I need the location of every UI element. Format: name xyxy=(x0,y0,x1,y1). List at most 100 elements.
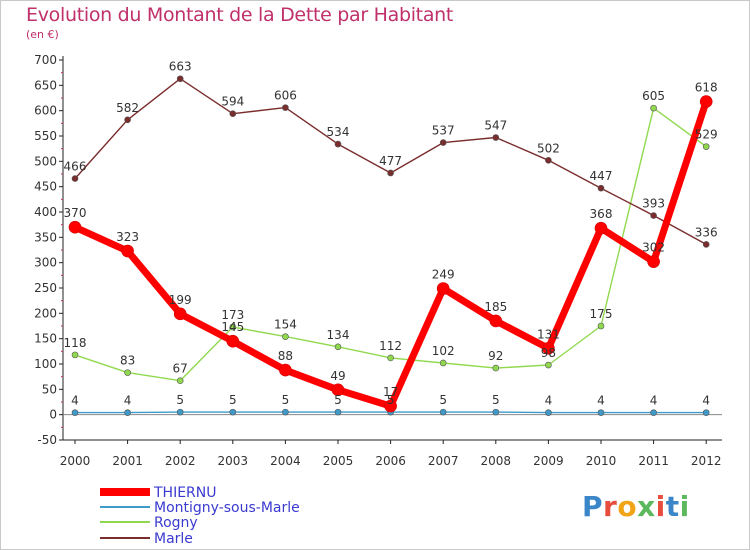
data-point xyxy=(121,244,134,258)
data-label: 4 xyxy=(71,394,79,408)
data-label: 537 xyxy=(432,124,455,138)
y-tick-label: 150 xyxy=(34,332,57,346)
y-tick-label: 450 xyxy=(34,180,57,194)
logo-letter: x xyxy=(637,490,656,523)
y-tick-label: -50 xyxy=(37,433,57,447)
y-tick-label: 400 xyxy=(34,205,57,219)
y-tick-label: 500 xyxy=(34,154,57,168)
data-label: 173 xyxy=(221,308,244,322)
x-tick-label: 2000 xyxy=(60,454,91,468)
legend-label: THIERNU xyxy=(153,485,217,501)
data-label: 185 xyxy=(484,300,507,314)
data-point xyxy=(334,408,342,416)
data-point xyxy=(282,333,289,340)
data-point xyxy=(492,134,500,141)
x-tick-label: 2008 xyxy=(481,454,512,468)
data-point xyxy=(334,343,342,351)
y-tick-label: 600 xyxy=(34,104,57,118)
data-label: 502 xyxy=(537,141,560,155)
x-tick-label: 2010 xyxy=(586,454,617,468)
logo-letter: r xyxy=(603,490,618,523)
data-point xyxy=(387,169,394,177)
data-point xyxy=(647,255,660,268)
proxiti-logo: Proxiti xyxy=(582,490,690,523)
data-label: 112 xyxy=(379,339,402,353)
data-label: 4 xyxy=(650,394,658,408)
data-label: 529 xyxy=(695,128,718,142)
data-label: 5 xyxy=(176,393,184,407)
x-tick-label: 2002 xyxy=(165,454,196,468)
data-label: 83 xyxy=(120,354,135,368)
data-point xyxy=(334,140,342,148)
data-label: 4 xyxy=(702,394,710,408)
data-point xyxy=(597,409,605,416)
data-label: 4 xyxy=(124,394,132,408)
data-label: 175 xyxy=(590,307,613,321)
x-tick-label: 2006 xyxy=(375,454,406,468)
data-label: 4 xyxy=(545,394,553,408)
y-tick-label: 650 xyxy=(34,78,57,92)
data-label: 547 xyxy=(484,119,507,133)
data-point xyxy=(439,139,447,146)
data-point xyxy=(650,104,657,112)
data-point xyxy=(702,409,710,416)
data-point xyxy=(597,184,605,192)
chart-title: Evolution du Montant de la Dette par Hab… xyxy=(26,4,454,26)
logo-letter: o xyxy=(617,490,638,523)
data-label: 466 xyxy=(64,160,87,174)
data-label: 370 xyxy=(64,206,87,220)
legend-label: Marle xyxy=(154,531,193,547)
data-label: 5 xyxy=(492,393,500,407)
data-label: 17 xyxy=(383,385,398,399)
data-label: 49 xyxy=(330,369,345,383)
data-point xyxy=(594,221,608,235)
x-tick-label: 2012 xyxy=(691,454,722,468)
data-point xyxy=(173,307,187,321)
data-label: 118 xyxy=(64,336,87,350)
data-label: 145 xyxy=(221,320,244,334)
x-tick-label: 2001 xyxy=(112,454,143,468)
data-label: 92 xyxy=(488,349,503,363)
data-point xyxy=(176,75,184,83)
logo-letter: P xyxy=(582,490,604,523)
data-label: 323 xyxy=(116,230,139,244)
logo-letter: i xyxy=(679,490,690,523)
data-point xyxy=(124,116,131,124)
data-point xyxy=(699,95,713,108)
data-label: 88 xyxy=(278,349,293,363)
data-label: 663 xyxy=(169,60,192,74)
data-label: 134 xyxy=(327,328,350,342)
data-point xyxy=(436,282,450,295)
y-tick-label: 200 xyxy=(34,306,57,320)
data-label: 4 xyxy=(597,394,605,408)
data-point xyxy=(384,399,397,413)
data-label: 67 xyxy=(173,362,188,376)
data-label: 534 xyxy=(327,125,350,139)
data-point xyxy=(439,408,447,416)
data-point xyxy=(124,409,131,416)
data-label: 606 xyxy=(274,89,297,103)
data-label: 5 xyxy=(439,393,447,407)
data-point xyxy=(229,110,237,118)
data-point xyxy=(489,314,503,328)
data-point xyxy=(229,323,237,331)
data-point xyxy=(226,334,240,348)
data-point xyxy=(492,408,500,416)
data-point xyxy=(68,220,82,234)
data-point xyxy=(597,322,605,330)
data-label: 477 xyxy=(379,154,402,168)
x-tick-label: 2004 xyxy=(270,454,301,468)
data-point xyxy=(650,212,657,219)
data-label: 5 xyxy=(282,393,290,407)
series-lines xyxy=(68,75,713,416)
y-tick-label: 300 xyxy=(34,256,57,270)
data-label: 582 xyxy=(116,101,139,115)
y-tick-label: 0 xyxy=(49,408,57,422)
x-tick-label: 2007 xyxy=(428,454,459,468)
data-label: 393 xyxy=(642,197,665,211)
logo-letter: t xyxy=(665,490,680,523)
y-tick-label: 350 xyxy=(34,230,57,244)
data-point xyxy=(545,409,552,416)
